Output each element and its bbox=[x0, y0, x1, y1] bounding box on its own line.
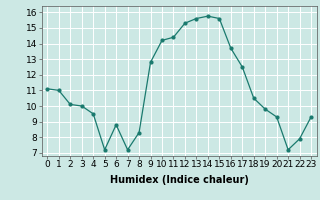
X-axis label: Humidex (Indice chaleur): Humidex (Indice chaleur) bbox=[110, 175, 249, 185]
